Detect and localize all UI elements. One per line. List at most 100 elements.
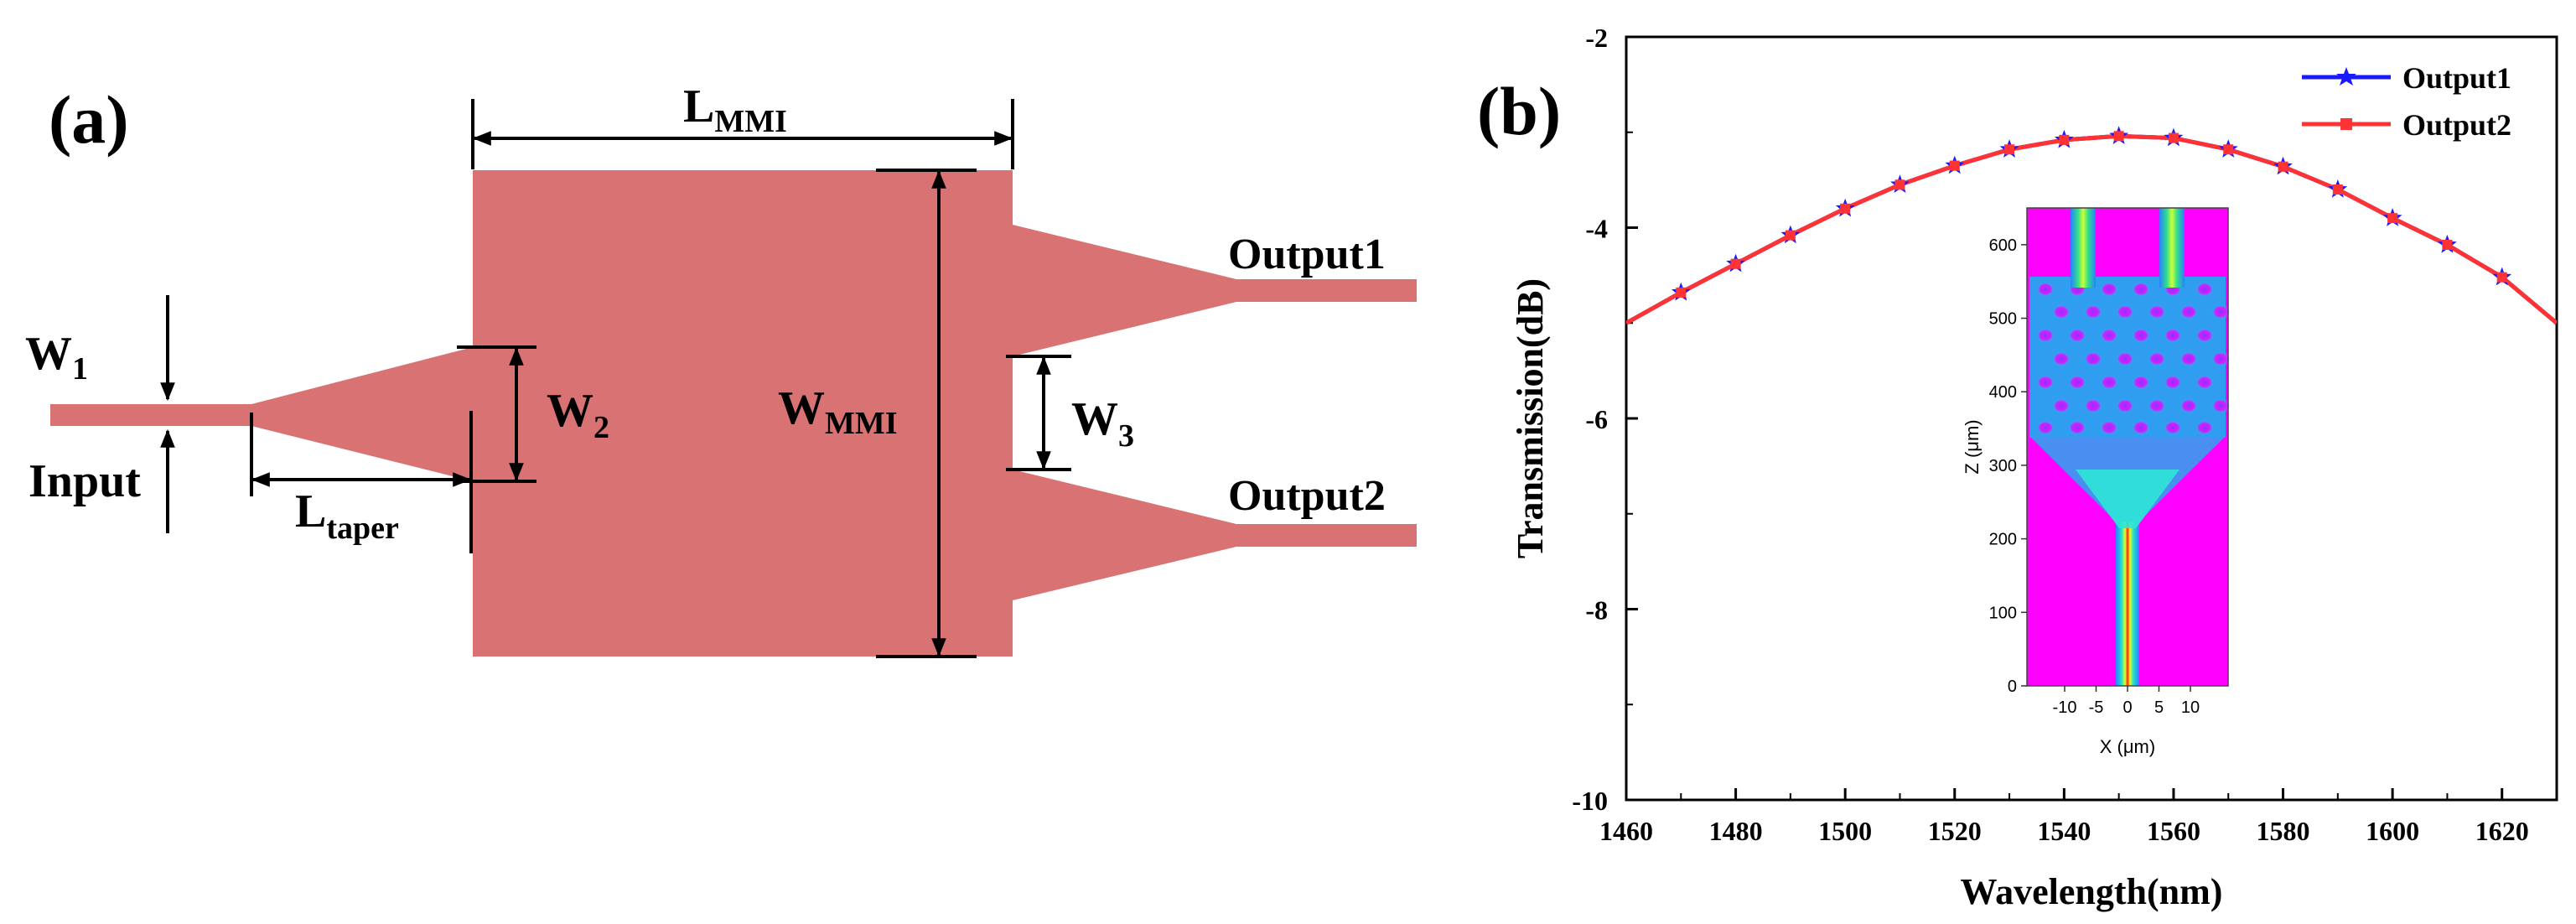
markers-output2	[1676, 131, 2507, 298]
inset-interference-spot	[2132, 328, 2150, 343]
inset-x-label: X (μm)	[2100, 736, 2155, 757]
inset-y-label: Z (μm)	[1962, 419, 1983, 474]
legend: Output1 Output2	[2302, 61, 2511, 142]
inset-interference-spot	[2100, 282, 2118, 297]
panel-b: (b) 1460 1480 1500 1520 1540 1560 1580 1600 1620…	[1477, 23, 2558, 912]
inset-interference-spot	[2195, 282, 2214, 297]
x-tick-label: 1600	[2366, 816, 2419, 846]
x-tick-label: 1580	[2257, 816, 2310, 846]
output2-marker	[1676, 287, 1687, 298]
x-tick-label: 1460	[1599, 816, 1653, 846]
inset-x-tick-label: 5	[2154, 698, 2164, 717]
output2-marker	[2332, 184, 2343, 195]
lmmi-label: LMMI	[683, 80, 787, 139]
output2-marker	[1840, 203, 1851, 214]
inset-interference-spot	[2211, 351, 2230, 366]
inset-interference-spot	[2148, 398, 2166, 413]
inset-y-tick-label: 100	[1989, 604, 2017, 622]
output2-marker	[2004, 144, 2015, 155]
inset-ticks: 0 100 200 300 400 500 600 -10 -5 0 5 10	[1989, 236, 2200, 717]
inset-interference-spot	[2052, 398, 2071, 413]
inset-interference-spot	[2100, 420, 2118, 435]
x-axis-label: Wavelength(nm)	[1961, 871, 2223, 912]
output2-marker	[2059, 134, 2070, 145]
inset-interference-spot	[2148, 351, 2166, 366]
mmi-waveguide	[50, 170, 1417, 657]
input-label: Input	[29, 455, 141, 507]
output2-marker	[1894, 179, 1905, 190]
inset-interference-spot	[2148, 304, 2166, 319]
x-tick-label: 1480	[1709, 816, 1763, 846]
y-tick-label: -2	[1585, 23, 1608, 53]
inset-field-plot: 0 100 200 300 400 500 600 -10 -5 0 5 10 Z (μm) X (μ…	[1962, 207, 2230, 757]
inset-y-tick-label: 600	[1989, 236, 2017, 255]
legend-output1-marker	[2336, 67, 2356, 86]
output2-marker	[1949, 160, 1960, 171]
inset-interference-spot	[2084, 304, 2102, 319]
inset-x-tick-label: 0	[2122, 698, 2132, 717]
panel-a-label: (a)	[49, 81, 129, 158]
inset-y-tick-label: 200	[1989, 531, 2017, 549]
inset-interference-spot	[2036, 375, 2055, 390]
inset-interference-spot	[2116, 351, 2134, 366]
inset-interference-spot	[2068, 375, 2086, 390]
inset-interference-spot	[2132, 420, 2150, 435]
inset-interference-spot	[2116, 304, 2134, 319]
inset-interference-spot	[2195, 328, 2214, 343]
output2-marker	[1785, 230, 1796, 241]
w1-label: W1	[25, 328, 88, 387]
output2-marker	[2387, 213, 2398, 224]
inset-interference-spot	[2084, 351, 2102, 366]
y-tick-label: -4	[1585, 214, 1608, 244]
inset-x-tick-label: -10	[2053, 698, 2077, 717]
inset-interference-spot	[2100, 375, 2118, 390]
inset-interference-spot	[2179, 304, 2198, 319]
inset-interference-spot	[2052, 351, 2071, 366]
inset-taper-core	[2076, 470, 2179, 528]
inset-output-arm-left	[2071, 208, 2096, 288]
inset-interference-spot	[2179, 351, 2198, 366]
y-axis-label: Transmission(dB)	[1510, 278, 1551, 558]
inset-interference-spot	[2084, 398, 2102, 413]
inset-interference-spot	[2164, 420, 2182, 435]
panel-b-label: (b)	[1477, 73, 1561, 149]
output2-label: Output2	[1228, 472, 1386, 520]
x-tick-label: 1560	[2147, 816, 2200, 846]
inset-interference-spot	[2132, 282, 2150, 297]
x-tick-label: 1500	[1818, 816, 1872, 846]
inset-interference-spot	[2052, 304, 2071, 319]
output1-label: Output1	[1228, 231, 1386, 278]
series-output2-line	[1626, 133, 2557, 325]
inset-y-tick-label: 500	[1989, 310, 2017, 329]
output2-marker	[2442, 239, 2453, 250]
output2-marker	[2496, 272, 2507, 283]
inset-y-tick-label: 0	[2008, 677, 2017, 696]
inset-interference-spot	[2132, 375, 2150, 390]
output2-marker	[2168, 132, 2179, 143]
x-tick-label: 1520	[1928, 816, 1982, 846]
inset-spots	[2036, 282, 2230, 435]
inset-y-tick-label: 300	[1989, 457, 2017, 475]
inset-interference-spot	[2116, 398, 2134, 413]
inset-interference-spot	[2068, 420, 2086, 435]
inset-interference-spot	[2164, 328, 2182, 343]
inset-interference-spot	[2100, 328, 2118, 343]
inset-interference-spot	[2195, 420, 2214, 435]
x-tick-label: 1540	[2037, 816, 2091, 846]
output2-marker	[2278, 161, 2288, 172]
w3-label: W3	[1071, 393, 1134, 454]
output2-marker	[1730, 258, 1741, 269]
legend-output2-marker	[2340, 118, 2352, 130]
panel-a: (a) W	[25, 80, 1417, 658]
inset-interference-spot	[2195, 375, 2214, 390]
inset-input-mode	[2116, 522, 2139, 686]
x-tick-label: 1620	[2475, 816, 2529, 846]
inset-x-tick-label: -5	[2089, 698, 2104, 717]
wmmi-label: WMMI	[778, 382, 898, 441]
ltaper-label: Ltaper	[295, 485, 399, 546]
inset-output-arm-right	[2159, 208, 2185, 288]
legend-output2-label: Output2	[2402, 108, 2511, 142]
y-tick-label: -8	[1585, 595, 1608, 626]
inset-interference-spot	[2164, 375, 2182, 390]
